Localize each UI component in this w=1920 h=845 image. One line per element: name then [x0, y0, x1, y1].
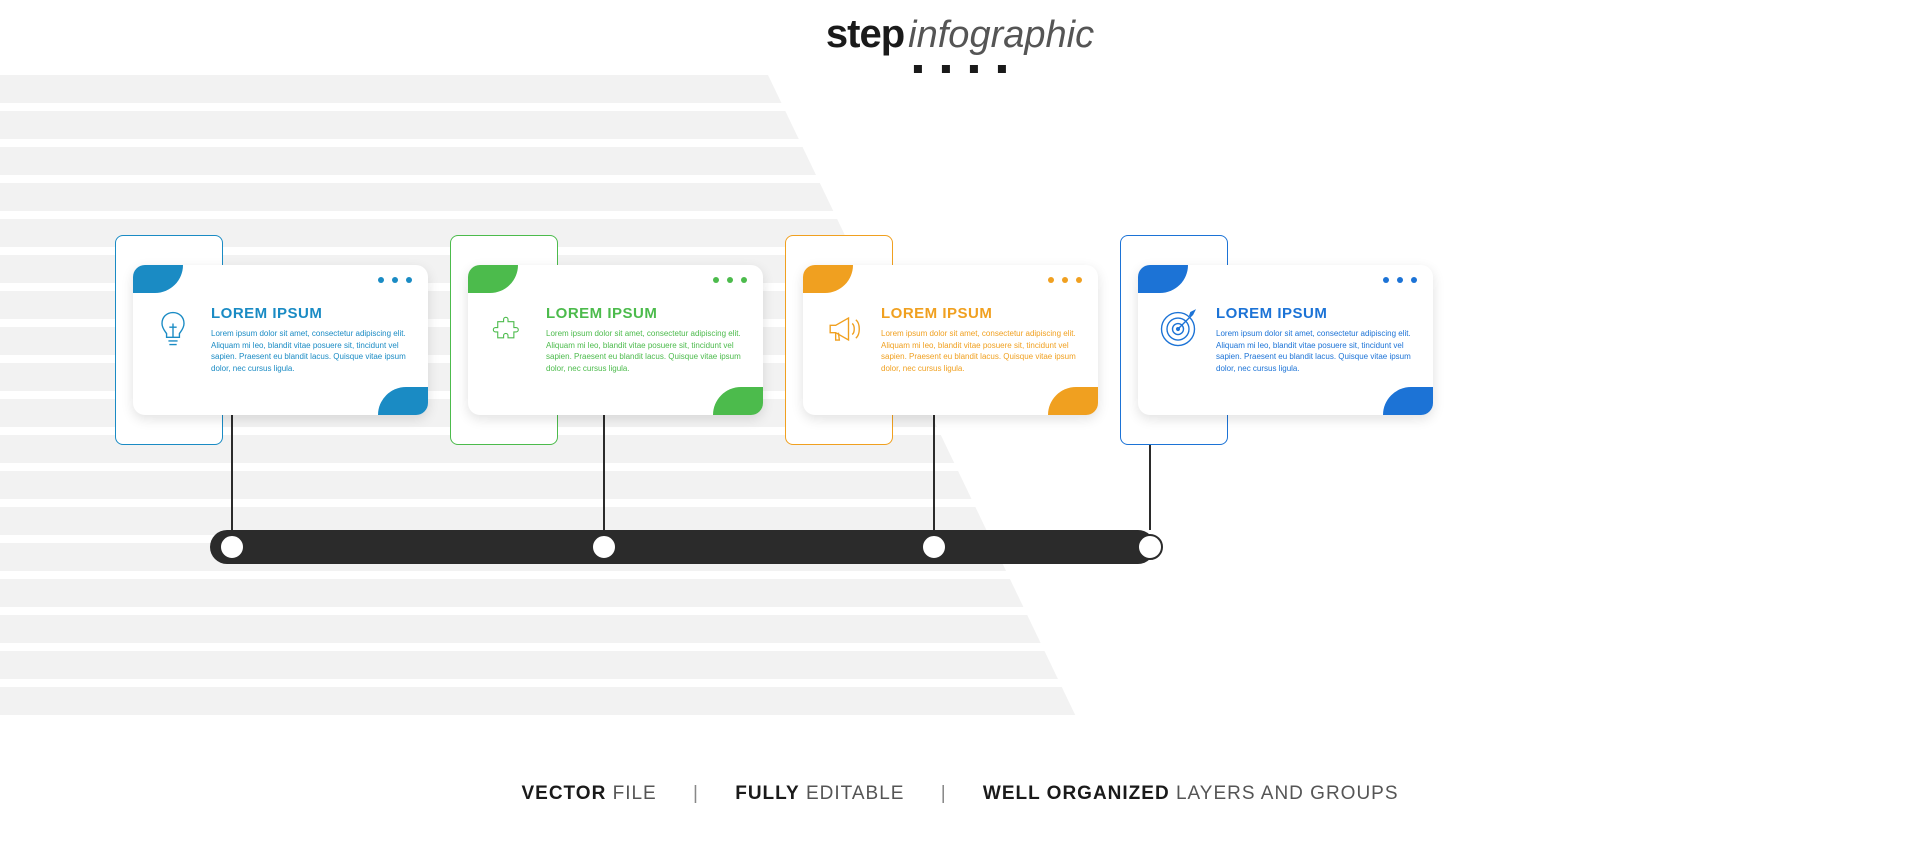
corner-accent [713, 387, 763, 415]
step-4: LOREM IPSUM Lorem ipsum dolor sit amet, … [1120, 235, 1435, 445]
step-4-desc: Lorem ipsum dolor sit amet, consectetur … [1216, 328, 1417, 374]
step-2-desc: Lorem ipsum dolor sit amet, consectetur … [546, 328, 747, 374]
corner-accent [803, 265, 853, 293]
title-italic: infographic [908, 14, 1094, 56]
lightbulb-icon [149, 305, 197, 353]
step-3: LOREM IPSUM Lorem ipsum dolor sit amet, … [785, 235, 1100, 445]
footer-part-2-light: EDITABLE [800, 783, 905, 804]
step-2-card: LOREM IPSUM Lorem ipsum dolor sit amet, … [468, 265, 763, 415]
footer: VECTOR FILE | FULLY EDITABLE | WELL ORGA… [521, 783, 1398, 805]
corner-accent [468, 265, 518, 293]
step-1: LOREM IPSUM Lorem ipsum dolor sit amet, … [115, 235, 430, 445]
step-1-desc: Lorem ipsum dolor sit amet, consectetur … [211, 328, 412, 374]
corner-accent [133, 265, 183, 293]
step-3-card: LOREM IPSUM Lorem ipsum dolor sit amet, … [803, 265, 1098, 415]
corner-accent [1048, 387, 1098, 415]
corner-accent [1383, 387, 1433, 415]
step-1-title: LOREM IPSUM [211, 305, 412, 322]
puzzle-icon [484, 305, 532, 353]
card-dots [1383, 277, 1417, 283]
page-title: stepinfographic [826, 12, 1094, 73]
timeline-node-2 [591, 534, 617, 560]
timeline-bar [210, 530, 1155, 564]
title-bold: step [826, 12, 904, 56]
card-dots [1048, 277, 1082, 283]
timeline-node-3 [921, 534, 947, 560]
step-4-title: LOREM IPSUM [1216, 305, 1417, 322]
step-1-card: LOREM IPSUM Lorem ipsum dolor sit amet, … [133, 265, 428, 415]
step-4-card: LOREM IPSUM Lorem ipsum dolor sit amet, … [1138, 265, 1433, 415]
footer-sep: | [941, 783, 947, 804]
step-3-title: LOREM IPSUM [881, 305, 1082, 322]
step-2: LOREM IPSUM Lorem ipsum dolor sit amet, … [450, 235, 765, 445]
footer-part-3-bold: WELL ORGANIZED [983, 783, 1170, 804]
timeline-node-4 [1137, 534, 1163, 560]
corner-accent [1138, 265, 1188, 293]
footer-sep: | [693, 783, 699, 804]
target-icon [1154, 305, 1202, 353]
card-dots [713, 277, 747, 283]
corner-accent [378, 387, 428, 415]
timeline-node-1 [219, 534, 245, 560]
footer-part-2-bold: FULLY [735, 783, 799, 804]
title-dots [826, 65, 1094, 73]
step-3-desc: Lorem ipsum dolor sit amet, consectetur … [881, 328, 1082, 374]
step-2-title: LOREM IPSUM [546, 305, 747, 322]
footer-part-3-light: LAYERS AND GROUPS [1170, 783, 1399, 804]
footer-part-1-light: FILE [606, 783, 656, 804]
card-dots [378, 277, 412, 283]
timeline [210, 530, 1360, 564]
megaphone-icon [819, 305, 867, 353]
footer-part-1-bold: VECTOR [521, 783, 606, 804]
